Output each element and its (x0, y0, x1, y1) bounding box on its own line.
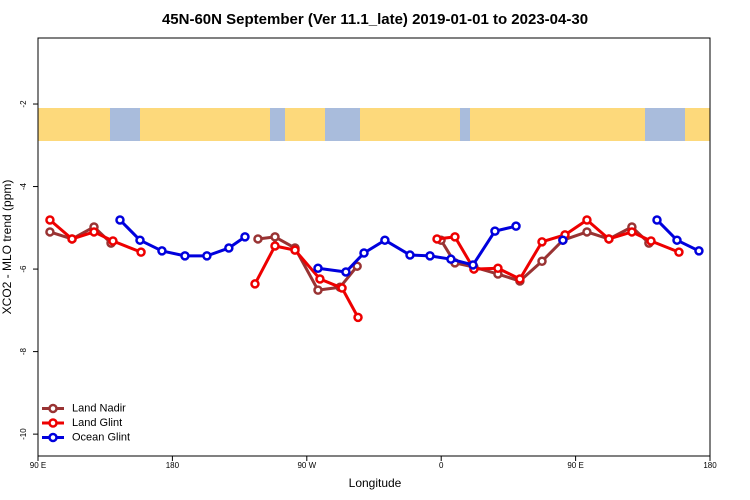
point (468, 260, 478, 270)
y-tick-label: -2 (19, 100, 28, 108)
legend-label: Ocean Glint (72, 431, 130, 443)
point (450, 232, 460, 242)
legend-marker (48, 418, 58, 428)
map-land (285, 108, 325, 141)
x-tick-label: 0 (439, 461, 444, 470)
point (405, 250, 415, 260)
point (341, 267, 351, 277)
point (224, 243, 234, 253)
map-land (38, 108, 110, 141)
point (674, 247, 684, 257)
y-tick-label: -4 (19, 182, 28, 190)
point (270, 241, 280, 251)
point (115, 215, 125, 225)
x-tick-label: 180 (166, 461, 180, 470)
point (180, 251, 190, 261)
point (558, 235, 568, 245)
point (313, 263, 323, 274)
point (250, 279, 260, 289)
y-tick-label: -10 (19, 428, 28, 440)
point (627, 227, 637, 237)
y-tick-label: -8 (19, 348, 28, 356)
point (446, 254, 456, 264)
map-land (140, 108, 270, 141)
point (313, 285, 323, 295)
point (202, 251, 212, 261)
point (490, 226, 500, 236)
point (537, 256, 547, 266)
point (380, 235, 390, 245)
point (582, 227, 592, 237)
point (253, 234, 263, 244)
x-tick-label: 90 E (30, 461, 46, 470)
point (45, 227, 55, 237)
series-line (118, 218, 700, 274)
point (511, 221, 521, 231)
point (646, 236, 656, 246)
point (45, 215, 55, 225)
y-axis-label: XCO2 - MLO trend (ppm) (0, 180, 14, 315)
point (136, 247, 146, 257)
x-tick-label: 90 W (297, 461, 316, 470)
point (270, 232, 280, 242)
point (425, 251, 435, 261)
point (432, 234, 442, 244)
point (582, 215, 592, 225)
point (353, 312, 363, 323)
point (493, 263, 503, 274)
point (537, 237, 547, 247)
chart-title: 45N-60N September (Ver 11.1_late) 2019-0… (162, 11, 588, 28)
legend-marker (48, 432, 58, 443)
map-land (685, 108, 710, 141)
point (67, 234, 77, 244)
legend-label: Land Glint (72, 417, 122, 429)
x-axis-label: Longitude (349, 476, 402, 490)
point (652, 215, 662, 225)
point (315, 274, 325, 284)
legend-label: Land Nadir (72, 402, 126, 414)
point (337, 283, 347, 293)
point (240, 232, 250, 242)
point (352, 261, 362, 271)
y-tick-label: -6 (19, 265, 28, 273)
x-tick-label: 90 E (567, 461, 583, 470)
point (359, 248, 369, 258)
point (672, 235, 682, 245)
point (89, 227, 99, 237)
legend-marker (48, 403, 58, 414)
map-strip (38, 108, 710, 141)
map-land (360, 108, 460, 141)
point (157, 246, 167, 256)
plot-frame (37, 37, 711, 457)
point (694, 246, 704, 256)
point (515, 274, 525, 284)
point (108, 236, 118, 246)
point (290, 245, 300, 255)
point (135, 235, 145, 245)
map-land (470, 108, 645, 141)
point (604, 234, 614, 244)
x-tick-label: 180 (703, 461, 717, 470)
